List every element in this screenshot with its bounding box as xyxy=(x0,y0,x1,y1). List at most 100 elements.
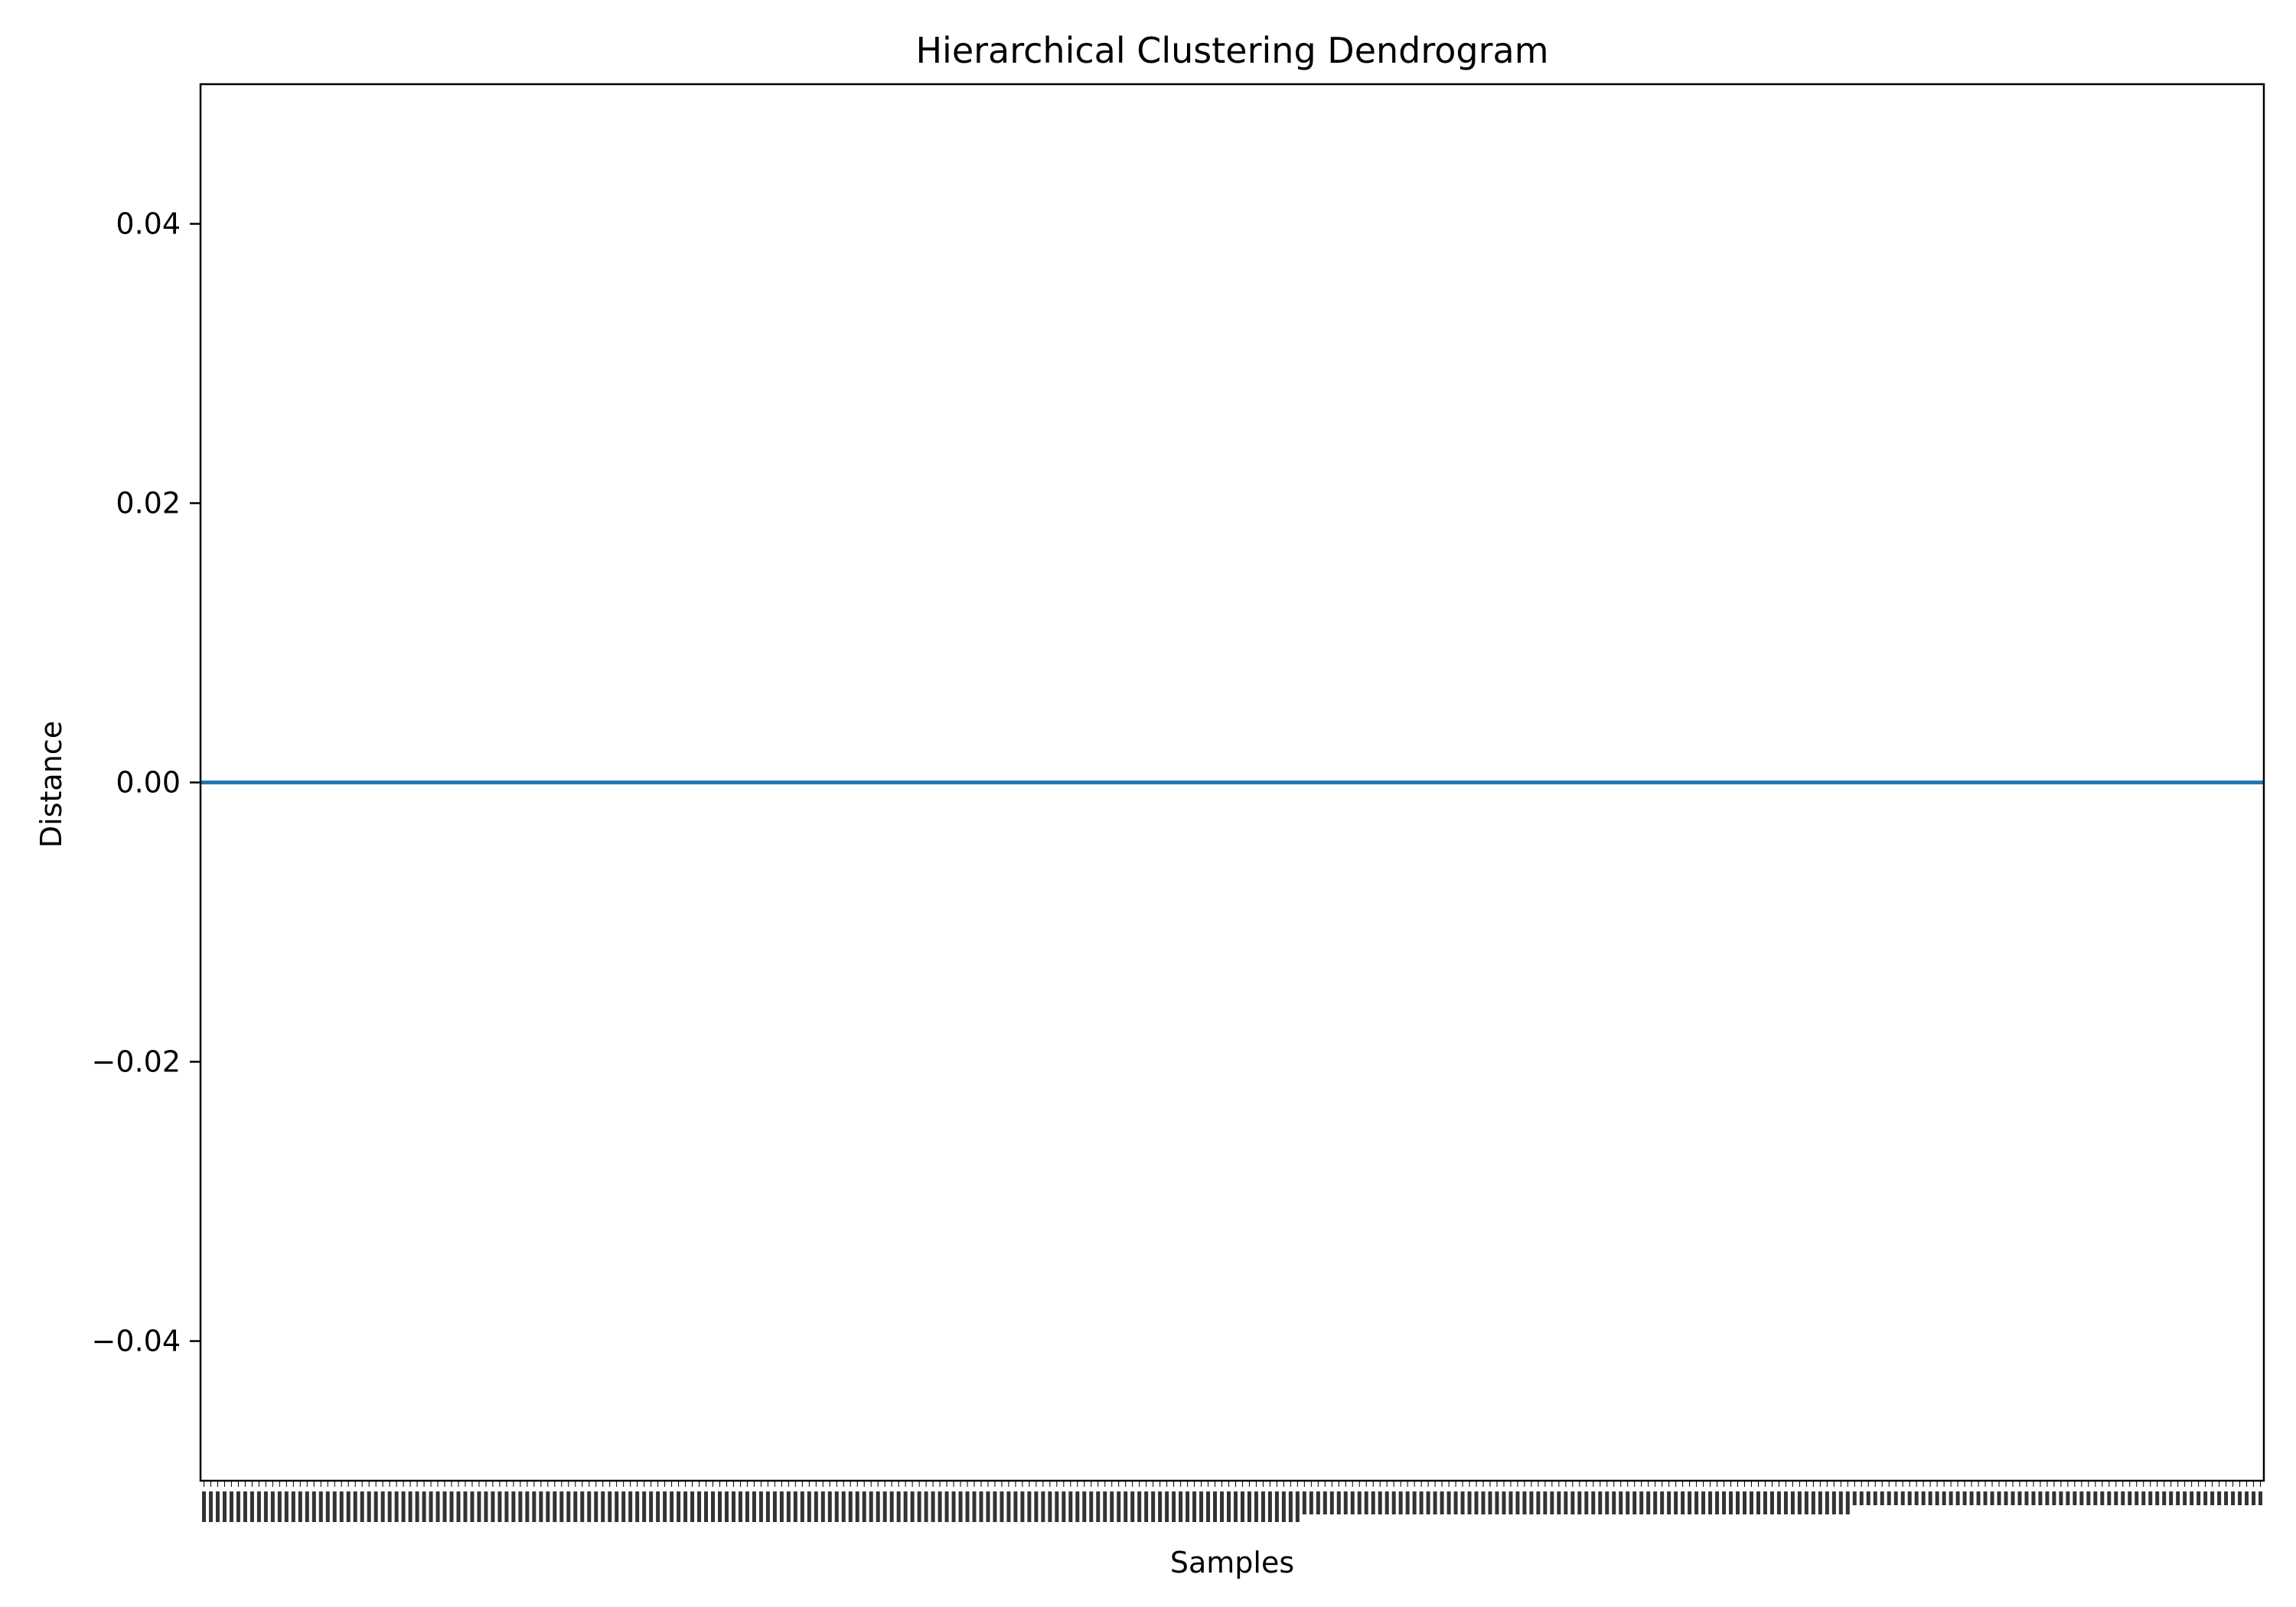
x-sample-label-glyph xyxy=(1309,1491,1313,1514)
x-sample-label-glyph xyxy=(546,1491,550,1522)
x-sample-label-glyph xyxy=(1708,1491,1713,1514)
x-sample-label-glyph xyxy=(504,1491,509,1522)
x-sample-label-glyph xyxy=(800,1491,804,1522)
x-sample-label-glyph xyxy=(263,1491,268,1522)
x-sample-label-glyph xyxy=(807,1491,811,1522)
x-sample-label-glyph xyxy=(1048,1491,1052,1522)
x-sample-label-glyph xyxy=(1688,1491,1692,1514)
x-sample-label-glyph xyxy=(2114,1491,2118,1505)
x-sample-label-glyph xyxy=(484,1491,488,1522)
y-tick-label: −0.02 xyxy=(92,1045,181,1079)
x-sample-label-glyph xyxy=(1722,1491,1727,1514)
x-sample-label-glyph xyxy=(1151,1491,1156,1522)
x-sample-label-glyph xyxy=(1495,1491,1499,1514)
x-sample-label-glyph xyxy=(1281,1491,1286,1522)
x-sample-label-glyph xyxy=(387,1491,392,1522)
x-sample-label-glyph xyxy=(690,1491,695,1522)
x-sample-label-glyph xyxy=(401,1491,406,1522)
x-sample-label-glyph xyxy=(731,1491,735,1522)
x-sample-label-glyph xyxy=(758,1491,763,1522)
x-sample-label-glyph xyxy=(256,1491,261,1522)
x-sample-label-glyph xyxy=(594,1491,598,1522)
x-sample-label-glyph xyxy=(1186,1491,1190,1522)
x-sample-label-glyph xyxy=(1743,1491,1747,1514)
x-sample-label-glyph xyxy=(1316,1491,1320,1514)
x-sample-label-glyph xyxy=(745,1491,749,1522)
x-sample-label-glyph xyxy=(1117,1491,1121,1522)
x-sample-label-glyph xyxy=(1006,1491,1011,1522)
x-axis-label: Samples xyxy=(1170,1546,1294,1579)
x-sample-label-glyph xyxy=(1790,1491,1795,1514)
x-sample-label-glyph xyxy=(814,1491,818,1522)
x-sample-label-glyph xyxy=(305,1491,309,1522)
x-sample-label-glyph xyxy=(601,1491,605,1522)
x-sample-label-glyph xyxy=(615,1491,619,1522)
x-sample-label-glyph xyxy=(367,1491,371,1522)
x-sample-label-glyph xyxy=(1887,1491,1891,1505)
x-sample-label-glyph xyxy=(332,1491,337,1522)
x-sample-label-glyph xyxy=(1715,1491,1720,1514)
x-sample-label-glyph xyxy=(1000,1491,1004,1522)
x-sample-label-glyph xyxy=(2217,1491,2222,1505)
x-sample-label-glyph xyxy=(325,1491,330,1522)
x-sample-label-glyph xyxy=(958,1491,963,1522)
x-sample-label-glyph xyxy=(1172,1491,1176,1522)
x-sample-label-glyph xyxy=(339,1491,344,1522)
x-sample-label-glyph xyxy=(2100,1491,2105,1505)
x-sample-label-glyph xyxy=(477,1491,481,1522)
x-sample-label-glyph xyxy=(1515,1491,1520,1514)
x-sample-label-glyph xyxy=(848,1491,853,1522)
x-sample-label-glyph xyxy=(1550,1491,1554,1514)
x-sample-label-glyph xyxy=(2231,1491,2236,1505)
x-sample-label-glyph xyxy=(415,1491,419,1522)
x-sample-label-glyph xyxy=(1213,1491,1218,1522)
x-sample-label-glyph xyxy=(373,1491,378,1522)
x-sample-label-glyph xyxy=(1900,1491,1905,1505)
x-sample-label-glyph xyxy=(1027,1491,1032,1522)
x-sample-label-glyph xyxy=(1110,1491,1114,1522)
x-sample-label-glyph xyxy=(539,1491,543,1522)
x-sample-label-glyph xyxy=(215,1491,220,1522)
x-sample-label-glyph xyxy=(1769,1491,1774,1514)
x-sample-label-glyph xyxy=(2017,1491,2022,1505)
x-sample-label-glyph xyxy=(1295,1491,1300,1522)
x-sample-label-glyph xyxy=(1371,1491,1375,1514)
x-sample-label-glyph xyxy=(855,1491,859,1522)
x-sample-label-glyph xyxy=(1144,1491,1149,1522)
x-sample-label-glyph xyxy=(1564,1491,1568,1514)
x-sample-label-glyph xyxy=(1474,1491,1479,1514)
x-sample-label-glyph xyxy=(2252,1491,2256,1505)
x-sample-label-glyph xyxy=(2079,1491,2084,1505)
x-sample-label-glyph xyxy=(1502,1491,1506,1514)
x-sample-label-glyph xyxy=(2135,1491,2139,1505)
x-sample-label-glyph xyxy=(1701,1491,1706,1514)
x-sample-label-glyph xyxy=(2190,1491,2194,1505)
x-sample-label-glyph xyxy=(518,1491,523,1522)
x-sample-label-glyph xyxy=(1529,1491,1534,1514)
x-sample-label-glyph xyxy=(1605,1491,1609,1514)
x-sample-label-glyph xyxy=(1192,1491,1197,1522)
x-sample-label-glyph xyxy=(1653,1491,1658,1514)
x-sample-label-glyph xyxy=(1866,1491,1870,1505)
x-sample-label-glyph xyxy=(1343,1491,1348,1514)
x-sample-label-glyph xyxy=(249,1491,254,1522)
x-sample-label-glyph xyxy=(1969,1491,1974,1505)
x-sample-label-glyph xyxy=(1873,1491,1877,1505)
x-sample-label-glyph xyxy=(1584,1491,1589,1514)
x-sample-label-glyph xyxy=(380,1491,385,1522)
x-sample-label-glyph xyxy=(1488,1491,1492,1514)
x-sample-label-glyph xyxy=(717,1491,722,1522)
x-sample-label-glyph xyxy=(924,1491,928,1522)
x-sample-label-glyph xyxy=(1433,1491,1437,1514)
x-sample-label-glyph xyxy=(580,1491,585,1522)
x-sample-label-glyph xyxy=(1068,1491,1073,1522)
x-sample-label-glyph xyxy=(1460,1491,1465,1514)
x-sample-label-glyph xyxy=(1336,1491,1341,1514)
x-sample-label-glyph xyxy=(882,1491,887,1522)
x-sample-label-glyph xyxy=(1749,1491,1753,1514)
x-sample-label-glyph xyxy=(1453,1491,1458,1514)
x-sample-label-glyph xyxy=(724,1491,729,1522)
x-sample-label-glyph xyxy=(456,1491,461,1522)
x-sample-label-glyph xyxy=(683,1491,688,1522)
x-sample-label-glyph xyxy=(1914,1491,1919,1505)
